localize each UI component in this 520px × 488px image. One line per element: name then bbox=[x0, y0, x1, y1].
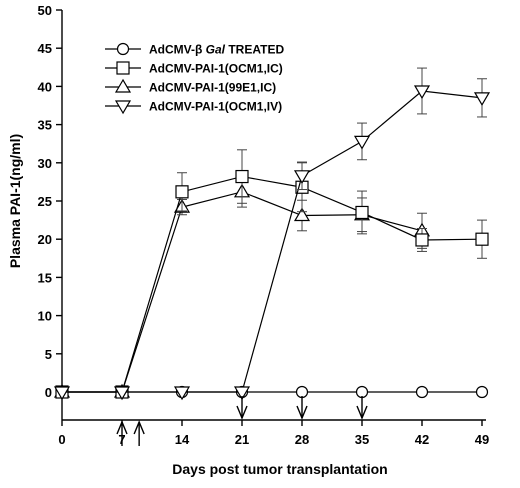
x-axis-title: Days post tumor transplantation bbox=[172, 461, 387, 477]
legend-entry: AdCMV-PAI-1(99E1,IC) bbox=[105, 78, 276, 95]
arrow-head bbox=[133, 420, 145, 435]
data-point bbox=[53, 386, 71, 401]
series-line bbox=[62, 90, 483, 393]
y-tick-label: 40 bbox=[38, 79, 52, 94]
y-axis-title: Plasma PAI-1(ng/ml) bbox=[7, 134, 23, 268]
y-tick-label: 35 bbox=[38, 118, 52, 133]
legend-entry: AdCMV-β Gal TREATED bbox=[105, 43, 284, 57]
x-tick-label: 21 bbox=[235, 432, 249, 447]
legend-marker bbox=[116, 42, 130, 56]
legend-marker bbox=[116, 61, 130, 75]
series-line bbox=[62, 191, 423, 393]
data-point bbox=[235, 169, 249, 184]
series-square bbox=[55, 149, 489, 399]
legend-label: AdCMV-β Gal TREATED bbox=[149, 43, 284, 57]
up-arrow bbox=[133, 420, 145, 446]
data-point bbox=[475, 385, 489, 399]
arrow-annotations bbox=[116, 396, 368, 446]
x-tick-label: 35 bbox=[355, 432, 369, 447]
data-point bbox=[415, 233, 429, 247]
data-point bbox=[175, 185, 189, 199]
legend-label: AdCMV-PAI-1(OCM1,IV) bbox=[149, 100, 282, 114]
down-arrow bbox=[296, 396, 308, 420]
series-layer bbox=[53, 67, 491, 401]
y-tick-label: 20 bbox=[38, 232, 52, 247]
down-arrow bbox=[236, 396, 248, 420]
y-tick-label: 50 bbox=[38, 3, 52, 18]
data-point bbox=[473, 92, 491, 107]
x-tick-label: 0 bbox=[58, 432, 65, 447]
data-point bbox=[413, 85, 431, 100]
arrow-head bbox=[296, 405, 308, 420]
arrow-head bbox=[236, 405, 248, 420]
y-tick-label: 15 bbox=[38, 270, 52, 285]
legend-entry: AdCMV-PAI-1(OCM1,IV) bbox=[105, 100, 282, 115]
down-arrow bbox=[356, 396, 368, 420]
data-point bbox=[415, 385, 429, 399]
y-tick-label: 25 bbox=[38, 194, 52, 209]
up-arrow bbox=[116, 420, 128, 446]
legend-entry: AdCMV-PAI-1(OCM1,IC) bbox=[105, 61, 283, 76]
y-tick-label: 10 bbox=[38, 309, 52, 324]
series-line bbox=[62, 175, 483, 393]
legend: AdCMV-β Gal TREATED AdCMV-PAI-1(OCM1,IC) A… bbox=[105, 43, 284, 115]
y-tick-label: 45 bbox=[38, 41, 52, 56]
data-point bbox=[353, 135, 371, 150]
data-point bbox=[293, 170, 311, 184]
series-triangle-down bbox=[53, 67, 491, 401]
data-point bbox=[113, 386, 131, 401]
data-point bbox=[355, 385, 369, 399]
legend-label: AdCMV-PAI-1(99E1,IC) bbox=[149, 81, 276, 95]
x-tick-label: 14 bbox=[175, 432, 190, 447]
legend-marker bbox=[114, 78, 132, 93]
x-tick-label: 42 bbox=[415, 432, 429, 447]
y-tick-label: 0 bbox=[45, 385, 52, 400]
y-tick-label: 5 bbox=[45, 347, 52, 362]
legend-marker bbox=[114, 100, 132, 115]
data-point bbox=[173, 386, 191, 401]
data-point bbox=[475, 232, 489, 246]
x-tick-label: 28 bbox=[295, 432, 309, 447]
data-point bbox=[233, 386, 251, 401]
data-point bbox=[355, 205, 369, 220]
arrow-head bbox=[116, 420, 128, 435]
data-point bbox=[293, 207, 311, 222]
x-tick-label: 49 bbox=[475, 432, 489, 447]
y-tick-label: 30 bbox=[38, 156, 52, 171]
arrow-head bbox=[356, 405, 368, 420]
series-triangle-up bbox=[53, 176, 431, 398]
legend-label: AdCMV-PAI-1(OCM1,IC) bbox=[149, 62, 283, 76]
data-point bbox=[295, 385, 309, 399]
